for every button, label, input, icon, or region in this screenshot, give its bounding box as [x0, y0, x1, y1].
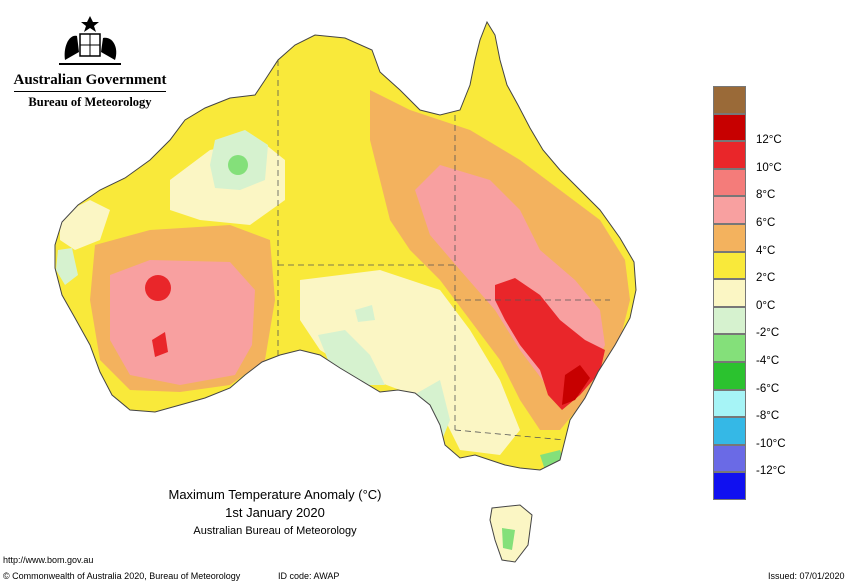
legend-swatch: [713, 141, 746, 169]
legend-label: 10°C: [756, 161, 782, 174]
coat-of-arms-icon: [59, 16, 121, 65]
government-title: Australian Government: [13, 72, 167, 92]
footer-id-code: ID code: AWAP: [278, 571, 340, 581]
map-source: Australian Bureau of Meteorology: [193, 525, 357, 537]
footer-url[interactable]: http://www.bom.gov.au: [3, 555, 94, 565]
legend-label: -12°C: [756, 465, 786, 478]
map-title: Maximum Temperature Anomaly (°C): [168, 487, 382, 502]
legend-label: -10°C: [756, 437, 786, 450]
legend-swatch: [713, 196, 746, 224]
legend-label: 6°C: [756, 217, 776, 229]
map-date: 1st January 2020: [225, 505, 325, 520]
legend-label: 8°C: [756, 189, 776, 202]
legend-label: 0°C: [756, 299, 776, 312]
legend-swatch: [713, 334, 746, 362]
legend-swatch: [713, 168, 746, 197]
legend-swatch: [713, 444, 746, 473]
state-borders: [277, 60, 610, 441]
temperature-legend: 12°C 10°C 8°C 6°C 4°C 2°C 0°C -2°C -4°C -6°C -8°C -…: [713, 86, 786, 500]
legend-swatch: [713, 223, 746, 252]
legend-swatch: [713, 251, 746, 280]
legend-label: -2°C: [756, 327, 780, 340]
legend-label: 2°C: [756, 272, 776, 285]
legend-swatch: [713, 417, 746, 445]
footer-copyright: © Commonwealth of Australia 2020, Bureau…: [3, 571, 241, 581]
legend-swatch: [713, 472, 746, 500]
map-title-block: Maximum Temperature Anomaly (°C) 1st Jan…: [140, 486, 410, 540]
legend-label: 12°C: [756, 134, 782, 147]
legend-label: 4°C: [756, 244, 776, 257]
coastline: [54, 20, 637, 471]
legend-swatch: [713, 306, 746, 335]
government-header: Australian Government Bureau of Meteorol…: [10, 12, 170, 110]
agency-title: Bureau of Meteorology: [28, 95, 152, 109]
legend-swatch: [713, 279, 746, 307]
legend-label: -4°C: [756, 355, 780, 367]
legend-swatch: [713, 113, 746, 142]
footer-issued: Issued: 07/01/2020: [768, 571, 845, 581]
legend-label: -8°C: [756, 410, 780, 423]
legend-label: -6°C: [756, 382, 780, 395]
legend-swatch: [713, 389, 746, 418]
legend-swatch: [713, 86, 746, 114]
legend-swatch: [713, 361, 746, 390]
